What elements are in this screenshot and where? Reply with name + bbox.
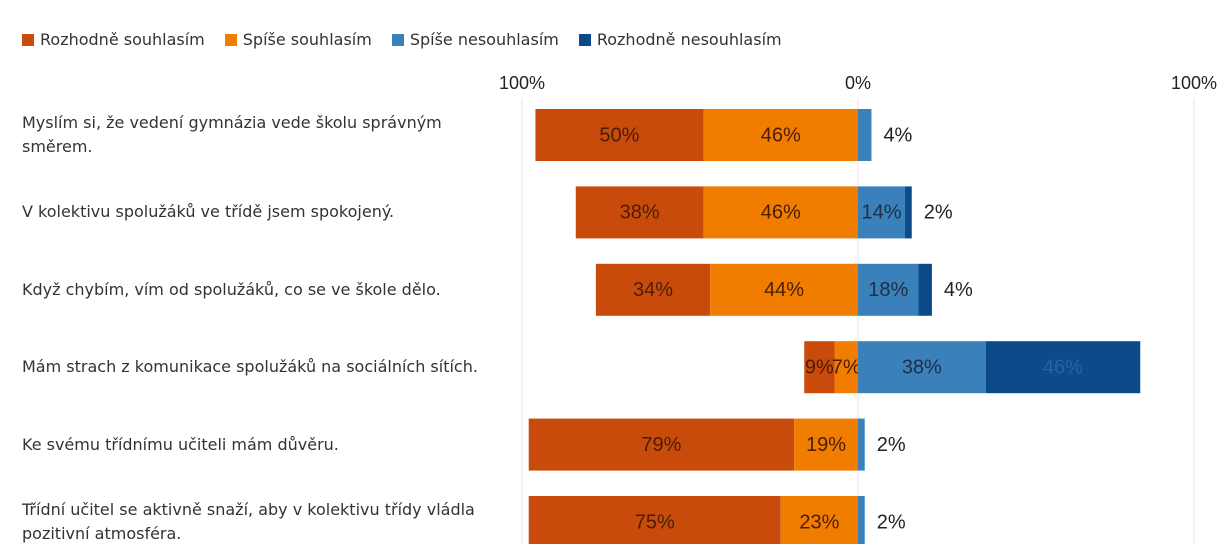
- bar-segment: [804, 341, 835, 394]
- category-label: Ke svému třídnímu učiteli mám důvěru.: [22, 434, 339, 454]
- bar-segment: [528, 496, 781, 544]
- bar-segment: [905, 186, 912, 239]
- legend-swatch: [224, 33, 237, 46]
- bar-segment: [780, 496, 858, 544]
- bar-segment: [710, 263, 858, 316]
- bar-segment: [834, 341, 858, 394]
- legend-label: Spíše souhlasím: [242, 30, 372, 49]
- data-label: 46%: [761, 202, 801, 224]
- category-label: V kolektivu spolužáků ve třídě jsem spok…: [22, 202, 395, 222]
- data-label: 79%: [641, 434, 681, 456]
- x-tick-label: 100%: [1171, 73, 1217, 93]
- bar-segment: [858, 496, 865, 544]
- data-label: 18%: [868, 279, 908, 301]
- legend-label: Spíše nesouhlasím: [409, 30, 559, 49]
- legend-swatch: [22, 33, 34, 46]
- legend-swatch: [578, 33, 591, 46]
- category-label: Myslím si, že vedení gymnázia vede školu…: [22, 113, 442, 156]
- data-label: 46%: [1043, 356, 1083, 378]
- x-tick-label: 0%: [845, 73, 871, 93]
- data-label: 75%: [635, 511, 675, 533]
- data-label: 38%: [902, 356, 942, 378]
- data-label: 14%: [862, 202, 902, 224]
- data-label: 34%: [633, 279, 673, 301]
- bar-segment: [858, 186, 906, 239]
- data-label: 4%: [944, 279, 973, 301]
- bar-segment: [985, 341, 1141, 394]
- bar-segment: [858, 263, 919, 316]
- bar-segment: [528, 418, 795, 471]
- data-label: 38%: [620, 202, 660, 224]
- legend-label: Rozhodně nesouhlasím: [596, 30, 782, 49]
- bar-segment: [595, 263, 711, 316]
- legend-item: Spíše nesouhlasím: [391, 30, 559, 49]
- data-label: 23%: [799, 511, 839, 533]
- bar-segment: [703, 186, 858, 239]
- category-label: Třídní učitel se aktivně snaží, aby v ko…: [22, 500, 475, 543]
- bar-segment: [858, 341, 986, 394]
- category-label: Když chybím, vím od spolužáků, co se ve …: [22, 279, 441, 299]
- data-label: 50%: [599, 124, 639, 146]
- data-label: 2%: [877, 434, 906, 456]
- bar-segment: [575, 186, 704, 239]
- bar-segment: [858, 418, 865, 471]
- legend: Rozhodně souhlasím Spíše souhlasím Spíše n…: [22, 30, 782, 49]
- legend-item: Rozhodně souhlasím: [22, 30, 205, 49]
- data-label: 2%: [924, 202, 953, 224]
- legend-swatch: [391, 33, 404, 46]
- data-label: 7%: [832, 356, 861, 378]
- bar-segment: [858, 109, 872, 161]
- data-label: 9%: [805, 356, 834, 378]
- legend-item: Spíše souhlasím: [224, 30, 372, 49]
- data-label: 4%: [883, 124, 912, 146]
- bar-segment: [703, 109, 858, 161]
- data-label: 44%: [764, 279, 804, 301]
- data-label: 19%: [806, 434, 846, 456]
- x-tick-label: 100%: [499, 73, 545, 93]
- bar-segment: [918, 263, 932, 316]
- data-label: 46%: [761, 124, 801, 146]
- bar-segment: [535, 109, 704, 161]
- category-label: Mám strach z komunikace spolužáků na soc…: [22, 357, 478, 377]
- legend-label: Rozhodně souhlasím: [40, 30, 205, 49]
- legend-item: Rozhodně nesouhlasím: [578, 30, 782, 49]
- data-label: 2%: [877, 511, 906, 533]
- bar-segment: [794, 418, 858, 471]
